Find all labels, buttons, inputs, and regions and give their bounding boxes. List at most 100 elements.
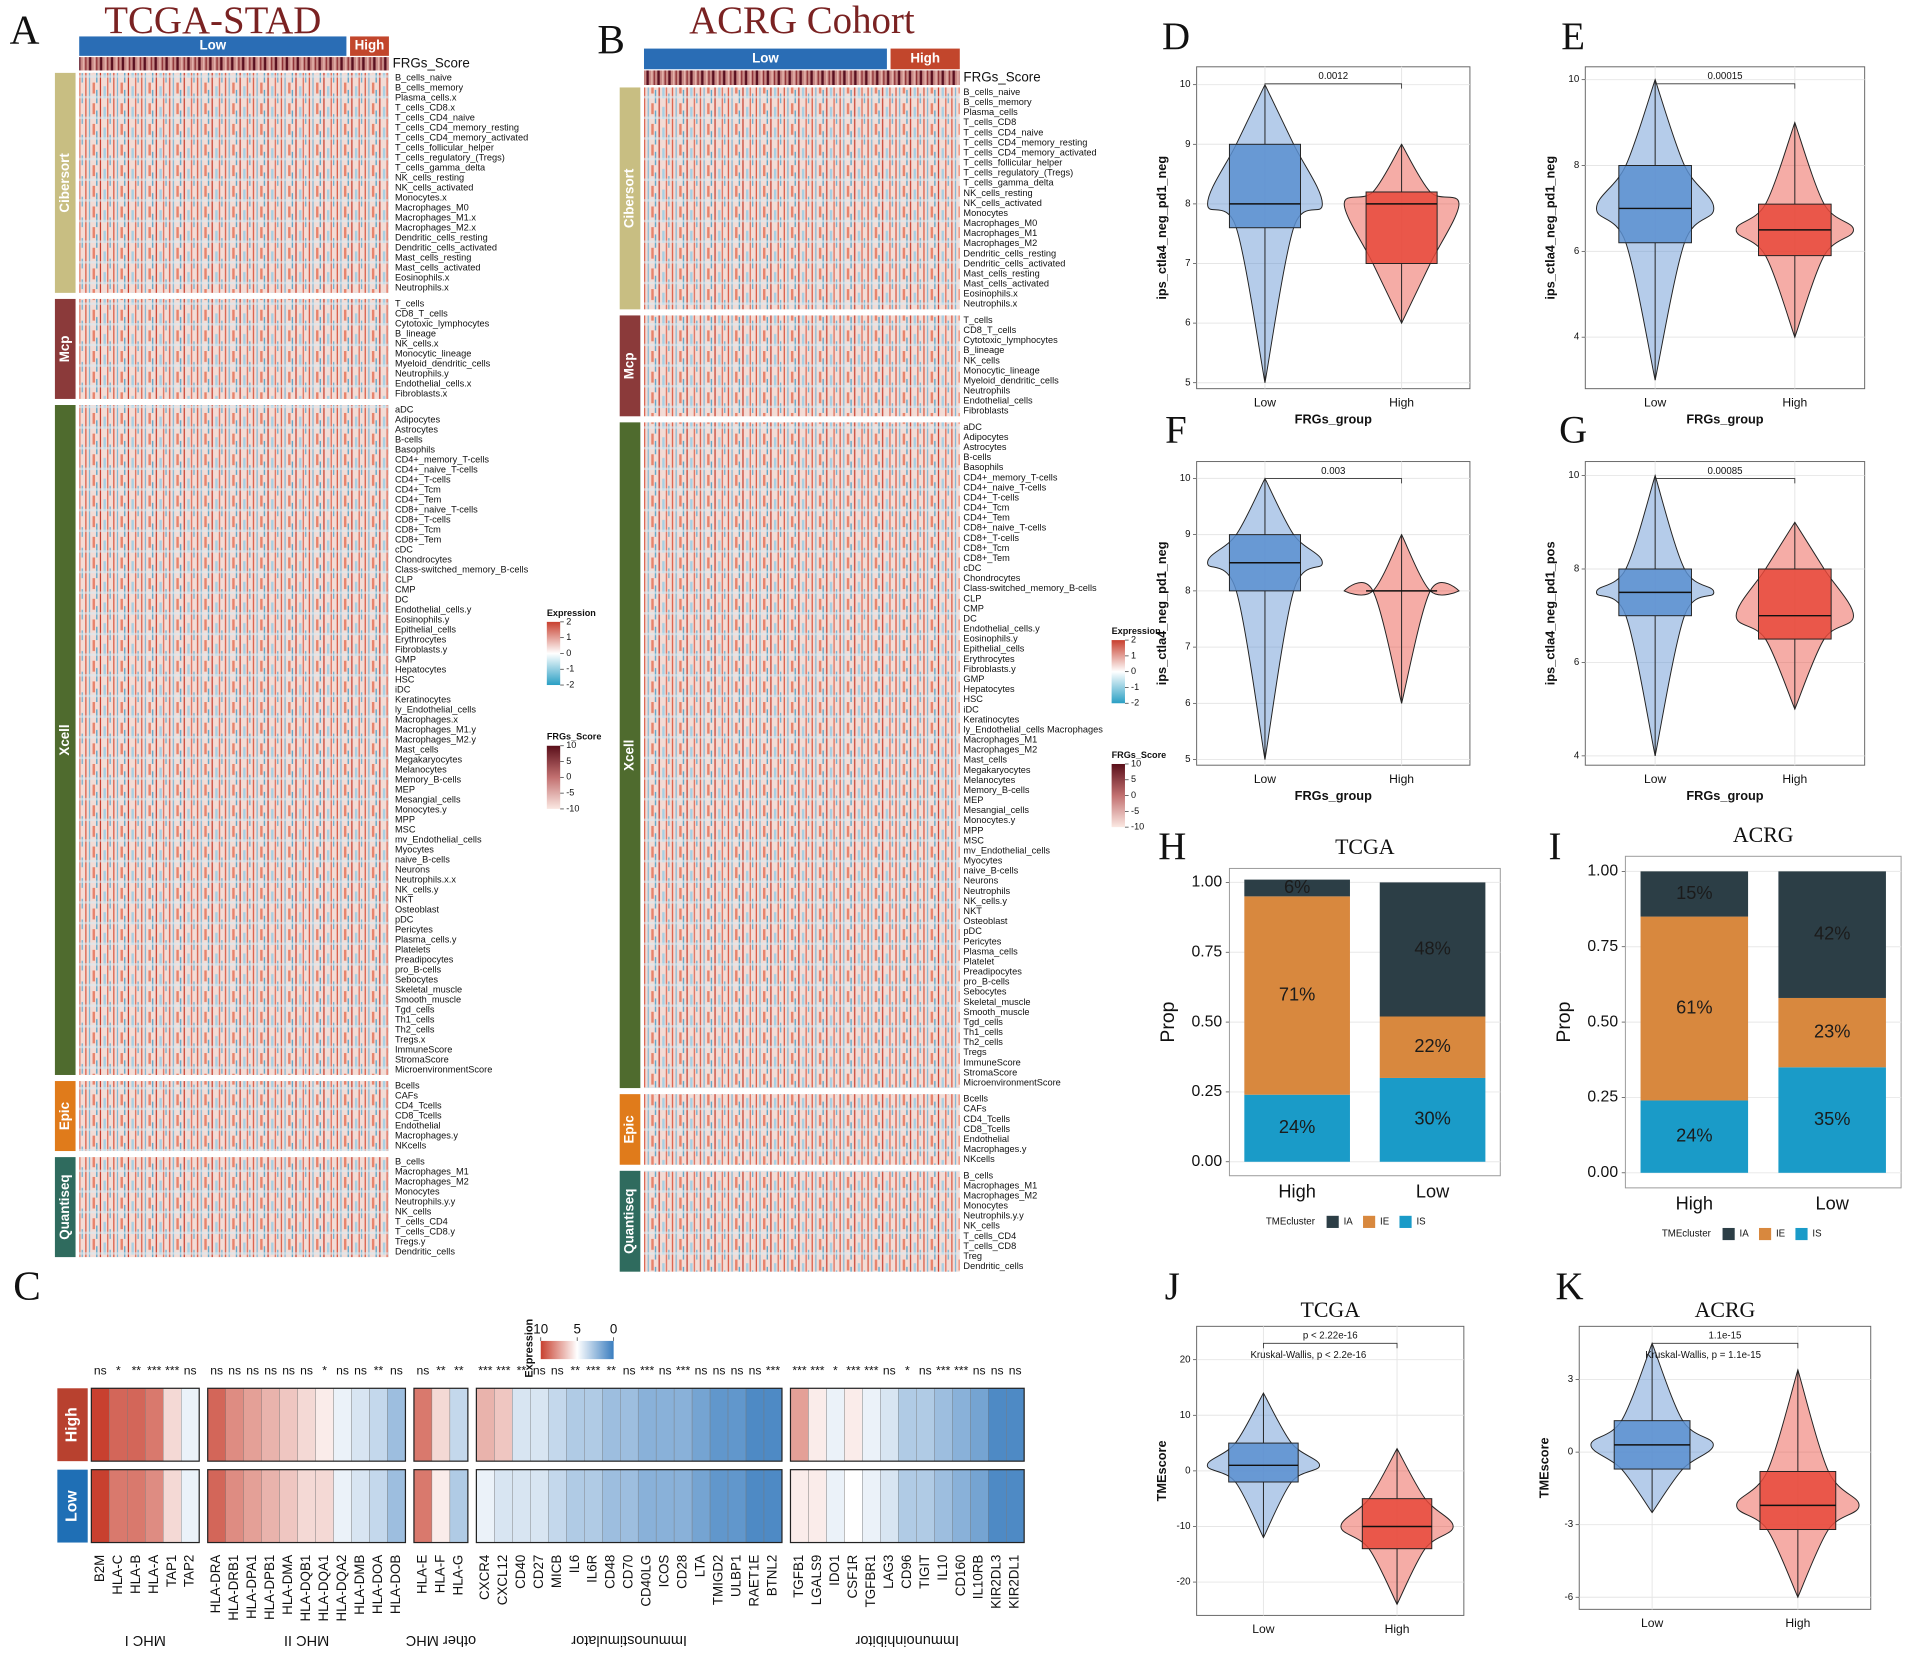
matrix-cell bbox=[333, 1469, 352, 1543]
significance-label: ns bbox=[731, 1363, 744, 1377]
row-label: NK_cells bbox=[395, 1207, 432, 1217]
column-label: HLA-DQA1 bbox=[316, 1555, 331, 1622]
row-label: cDC bbox=[395, 544, 413, 554]
matrix-cell bbox=[413, 1388, 433, 1462]
legend-title: Expression bbox=[1112, 626, 1161, 636]
x-tick-label: High bbox=[1782, 772, 1807, 786]
column-label: HLA-DQA2 bbox=[334, 1555, 349, 1622]
matrix-cell bbox=[970, 1469, 989, 1543]
row-label: Class-switched_memory_B-cells bbox=[395, 564, 529, 574]
legend-title: FRGs_Score bbox=[1112, 750, 1167, 760]
column-label: BTNL2 bbox=[765, 1555, 780, 1597]
y-tick-label: 6 bbox=[1574, 657, 1579, 668]
matrix-cell bbox=[127, 1388, 146, 1462]
row-label: Neutrophils bbox=[963, 886, 1010, 896]
significance-label: ns bbox=[533, 1363, 546, 1377]
row-label: Astrocytes bbox=[963, 442, 1006, 452]
significance-label: ns bbox=[336, 1363, 349, 1377]
box bbox=[1758, 568, 1832, 640]
row-label: Th2_cells bbox=[963, 1037, 1003, 1047]
row-label: Pericytes bbox=[963, 936, 1001, 946]
legend-tick-label: -1 bbox=[1131, 682, 1139, 692]
matrix-cell bbox=[934, 1469, 953, 1543]
row-label: Myocytes bbox=[395, 844, 434, 854]
comparison-p: 1.1e-15 bbox=[1709, 1331, 1742, 1342]
row-label: CD4+_naive_T-cells bbox=[395, 464, 478, 474]
row-label: StromaScore bbox=[963, 1067, 1017, 1077]
column-label: CXCL12 bbox=[495, 1555, 510, 1606]
matrix-cell bbox=[826, 1388, 845, 1462]
row-label: Platelet bbox=[963, 956, 994, 966]
row-label: CD8+_Tem bbox=[963, 553, 1010, 563]
group-bar bbox=[54, 72, 76, 293]
matrix-cell bbox=[91, 1388, 110, 1462]
value-label: 61% bbox=[1676, 997, 1712, 1017]
matrix-cell bbox=[673, 1469, 693, 1543]
row-label: Mesangial_cells bbox=[963, 805, 1029, 815]
row-label: Th1_cells bbox=[963, 1027, 1003, 1037]
matrix-cell bbox=[181, 1469, 200, 1543]
matrix-cell bbox=[790, 1388, 809, 1462]
significance-label: ** bbox=[132, 1363, 142, 1377]
matrix-cell bbox=[808, 1469, 827, 1543]
row-label: Cytotoxic_lymphocytes bbox=[963, 335, 1058, 345]
legend-tick-label: 1 bbox=[1131, 650, 1136, 660]
row-label: CMP bbox=[963, 603, 984, 613]
matrix-cell bbox=[163, 1388, 182, 1462]
row-label: CD4+_T-cells bbox=[395, 474, 451, 484]
bar-segment bbox=[1640, 871, 1749, 917]
legend-label: IA bbox=[1740, 1229, 1750, 1240]
row-label: Low bbox=[64, 1490, 81, 1522]
row-label: B_cells bbox=[395, 1157, 425, 1167]
legend-tick-label: 5 bbox=[566, 756, 571, 766]
row-label: Megakaryocytes bbox=[395, 754, 463, 764]
row-label: B_lineage bbox=[395, 328, 436, 338]
column-label: LGALS9 bbox=[809, 1555, 824, 1606]
x-tick-label: Low bbox=[1254, 395, 1276, 409]
row-label: B_cells bbox=[963, 1170, 993, 1180]
row-label: T_cells_regulatory_(Tregs) bbox=[963, 168, 1073, 178]
row-label: Th1_cells bbox=[395, 1014, 435, 1024]
group-label: MHC II bbox=[284, 1632, 329, 1648]
matrix-cell bbox=[109, 1388, 128, 1462]
row-label: Myeloid_dendritic_cells bbox=[395, 358, 491, 368]
row-label: B_cells_naive bbox=[963, 87, 1020, 97]
matrix-cell bbox=[243, 1469, 262, 1543]
bar-segment bbox=[1379, 1077, 1486, 1162]
row-label: CMP bbox=[395, 584, 416, 594]
row-label: Monocytes.y bbox=[395, 804, 447, 814]
panel-letter: B bbox=[597, 16, 625, 62]
column-label: IL6 bbox=[567, 1555, 582, 1574]
y-tick-label: 8 bbox=[1574, 564, 1579, 575]
row-label: DC bbox=[395, 594, 409, 604]
matrix-cell bbox=[602, 1469, 621, 1543]
y-tick-label: 4 bbox=[1574, 750, 1580, 761]
heatmap-body bbox=[79, 405, 389, 1075]
y-tick-label: 10 bbox=[1180, 1410, 1191, 1421]
y-tick-label: 6 bbox=[1574, 246, 1579, 257]
row-label: Mast_cells bbox=[963, 755, 1007, 765]
significance-label: ns bbox=[184, 1363, 197, 1377]
row-label: Mast_cells_resting bbox=[963, 268, 1039, 278]
matrix-cell bbox=[261, 1469, 280, 1543]
column-label: IDO1 bbox=[827, 1555, 842, 1586]
row-label: Endothelial bbox=[395, 1120, 441, 1130]
y-axis-label: ips_ctla4_neg_pd1_neg bbox=[1154, 156, 1169, 300]
legend-label: IS bbox=[1416, 1216, 1426, 1227]
row-label: CD8+_Tem bbox=[395, 534, 442, 544]
matrix-cell bbox=[745, 1469, 765, 1543]
row-label: pDC bbox=[395, 914, 414, 924]
group-label: Immunostimulator bbox=[571, 1632, 687, 1648]
group-border bbox=[475, 1387, 783, 1462]
matrix-cell bbox=[898, 1469, 917, 1543]
row-label: CLP bbox=[395, 574, 413, 584]
value-label: 42% bbox=[1814, 923, 1850, 943]
bar-segment bbox=[1244, 896, 1350, 1095]
legend-title: TMEcluster bbox=[1662, 1229, 1712, 1240]
bar-segment bbox=[1379, 1016, 1486, 1078]
row-label: MSC bbox=[395, 824, 416, 834]
heatmap-body bbox=[79, 72, 389, 293]
matrix-cell bbox=[297, 1388, 316, 1462]
matrix-cell bbox=[620, 1388, 639, 1462]
row-label: Macrophages_M1 bbox=[963, 1180, 1037, 1190]
